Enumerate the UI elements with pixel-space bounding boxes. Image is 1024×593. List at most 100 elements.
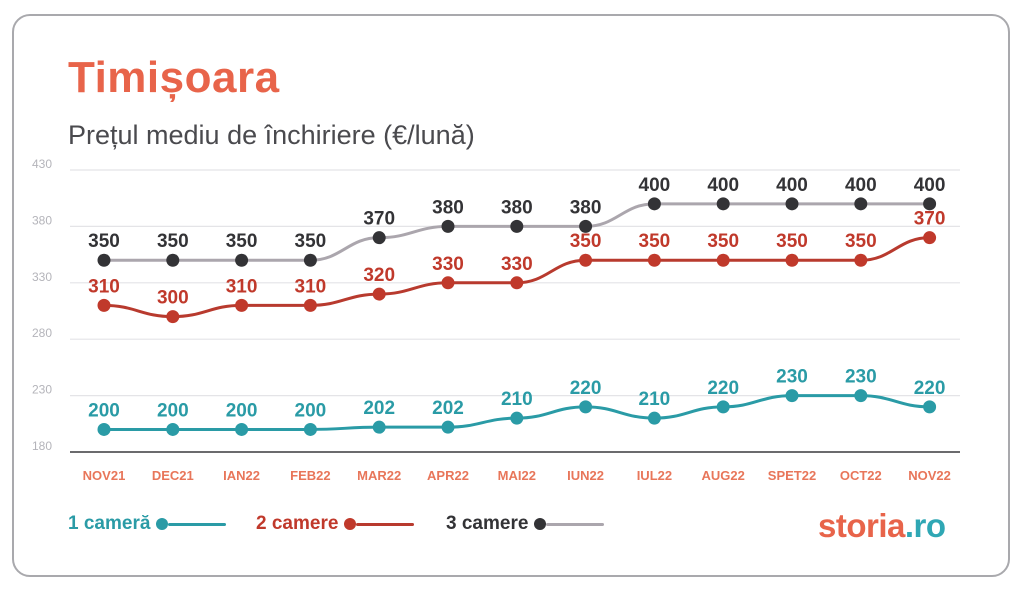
data-point — [854, 389, 868, 403]
data-label: 210 — [501, 389, 533, 410]
data-label: 370 — [363, 209, 395, 230]
storia-logo: storia.ro — [818, 504, 946, 548]
y-tick-label: 180 — [32, 439, 52, 453]
data-label: 202 — [363, 398, 395, 419]
x-tick-label: OCT22 — [840, 468, 882, 483]
data-label: 400 — [639, 175, 671, 196]
data-point — [579, 253, 593, 267]
chart-subtitle: Prețul mediu de închiriere (€/lună) — [68, 120, 475, 150]
legend-item-1-camera: 1 cameră — [68, 513, 227, 535]
brand-tld: .ro — [904, 507, 946, 544]
data-label: 202 — [432, 398, 464, 419]
legend-label: 3 camere — [446, 513, 529, 534]
legend-item-2-camere: 2 camere — [256, 513, 415, 535]
y-tick-label: 330 — [32, 270, 52, 284]
data-point — [372, 287, 386, 301]
data-label: 380 — [570, 197, 602, 218]
data-point — [97, 422, 111, 436]
data-label: 230 — [845, 367, 877, 388]
data-point — [441, 219, 455, 233]
x-tick-label: IAN22 — [223, 468, 260, 483]
data-point — [166, 422, 180, 436]
x-tick-label: AUG22 — [702, 468, 745, 483]
data-label: 350 — [639, 231, 671, 252]
data-label: 220 — [570, 378, 602, 399]
data-label: 350 — [570, 231, 602, 252]
data-point — [235, 253, 249, 267]
legend-swatch-1-camera — [156, 516, 227, 532]
data-point — [97, 298, 111, 312]
data-point — [303, 422, 317, 436]
data-point — [303, 298, 317, 312]
data-point — [854, 253, 868, 267]
data-label: 320 — [363, 265, 395, 286]
data-label: 350 — [776, 231, 808, 252]
data-point — [372, 420, 386, 434]
data-point — [235, 422, 249, 436]
data-point — [579, 400, 593, 414]
data-point — [785, 389, 799, 403]
legend-label: 2 camere — [256, 513, 339, 534]
data-point — [303, 253, 317, 267]
x-tick-label: NOV22 — [908, 468, 951, 483]
data-label: 350 — [707, 231, 739, 252]
y-tick-label: 380 — [32, 213, 52, 227]
data-label: 350 — [845, 231, 877, 252]
data-point — [854, 197, 868, 211]
x-tick-label: DEC21 — [152, 468, 194, 483]
data-point — [647, 197, 661, 211]
data-point — [716, 253, 730, 267]
legend-swatch-3-camere — [534, 516, 605, 532]
data-label: 400 — [776, 175, 808, 196]
data-point — [923, 400, 937, 414]
data-label: 370 — [914, 209, 946, 230]
data-label: 200 — [226, 400, 258, 421]
data-point — [441, 276, 455, 290]
legend-swatch-2-camere — [344, 516, 415, 532]
x-tick-label: IUN22 — [567, 468, 604, 483]
legend-label: 1 cameră — [68, 513, 151, 534]
x-tick-label: MAR22 — [357, 468, 401, 483]
x-tick-label: MAI22 — [498, 468, 536, 483]
data-label: 310 — [88, 276, 120, 297]
data-point — [647, 253, 661, 267]
y-tick-label: 430 — [32, 157, 52, 171]
data-label: 350 — [295, 231, 327, 252]
x-tick-label: IUL22 — [637, 468, 672, 483]
data-point — [510, 219, 524, 233]
data-label: 220 — [914, 378, 946, 399]
data-point — [510, 276, 524, 290]
data-point — [785, 253, 799, 267]
data-point — [923, 197, 937, 211]
data-label: 220 — [707, 378, 739, 399]
data-point — [716, 400, 730, 414]
data-point — [579, 219, 593, 233]
data-point — [785, 197, 799, 211]
chart-card — [12, 14, 1010, 577]
data-point — [166, 310, 180, 324]
data-point — [372, 231, 386, 245]
data-label: 350 — [88, 231, 120, 252]
data-label: 380 — [432, 197, 464, 218]
data-label: 300 — [157, 288, 189, 309]
data-point — [441, 420, 455, 434]
data-label: 230 — [776, 367, 808, 388]
data-label: 380 — [501, 197, 533, 218]
brand-name: storia — [818, 507, 905, 544]
data-label: 200 — [88, 400, 120, 421]
y-tick-label: 230 — [32, 383, 52, 397]
data-label: 210 — [639, 389, 671, 410]
data-label: 200 — [157, 400, 189, 421]
legend-item-3-camere: 3 camere — [446, 513, 605, 535]
data-label: 330 — [501, 254, 533, 275]
data-point — [235, 298, 249, 312]
data-label: 400 — [914, 175, 946, 196]
x-tick-label: NOV21 — [83, 468, 126, 483]
data-label: 200 — [295, 400, 327, 421]
data-label: 310 — [295, 276, 327, 297]
data-label: 400 — [845, 175, 877, 196]
data-label: 400 — [707, 175, 739, 196]
data-label: 350 — [157, 231, 189, 252]
data-label: 310 — [226, 276, 258, 297]
